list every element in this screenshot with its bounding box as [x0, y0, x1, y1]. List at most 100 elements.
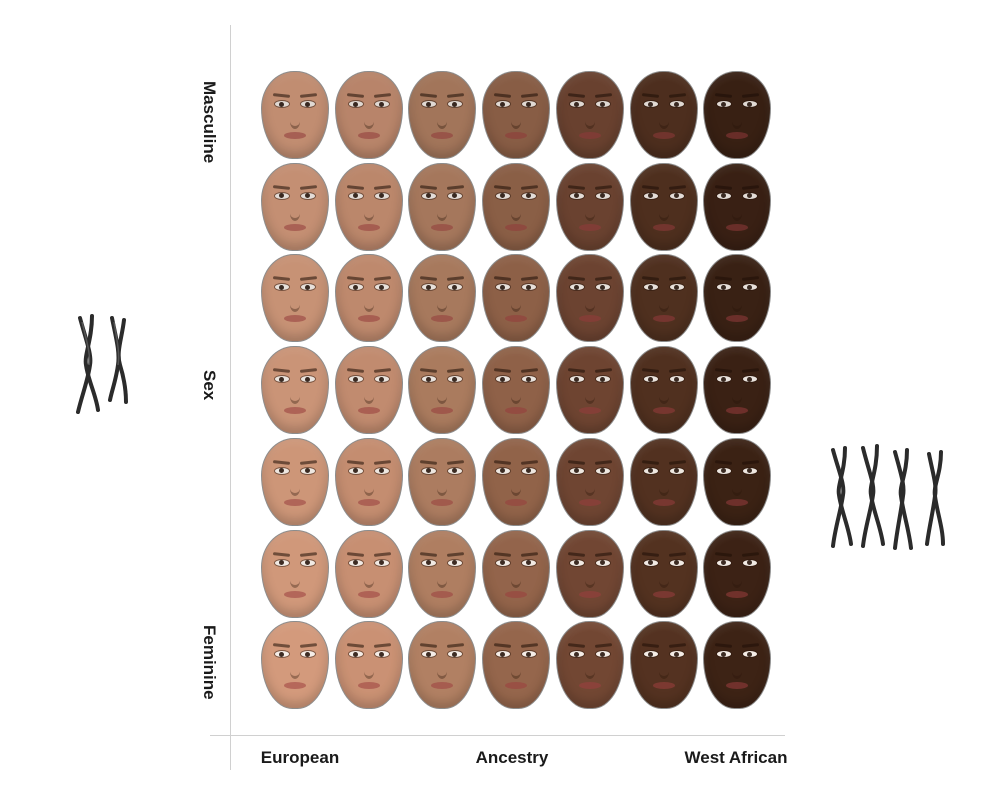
nose	[363, 389, 374, 405]
left-eye	[643, 376, 658, 383]
nose	[732, 664, 743, 680]
left-eye	[275, 284, 289, 291]
nose	[658, 114, 669, 129]
nose	[658, 389, 669, 405]
right-eye	[374, 101, 389, 107]
right-brow	[668, 93, 686, 98]
left-eye	[348, 284, 363, 291]
left-eye	[643, 559, 658, 566]
face-portrait	[262, 438, 328, 525]
face-skin	[704, 530, 771, 617]
right-brow	[668, 184, 686, 190]
left-brow	[715, 551, 733, 557]
mouth	[284, 407, 306, 415]
left-eye	[643, 651, 658, 658]
face-skin	[409, 530, 476, 617]
right-brow	[447, 643, 465, 649]
right-brow	[373, 459, 391, 465]
nose	[584, 206, 595, 221]
face-portrait	[630, 255, 697, 342]
right-eye	[301, 651, 315, 658]
nose	[732, 481, 743, 496]
mouth	[431, 590, 454, 598]
face-skin	[630, 438, 697, 525]
left-eye	[422, 376, 437, 383]
face-portrait	[409, 530, 476, 617]
mouth	[284, 223, 306, 231]
nose	[732, 389, 743, 405]
left-brow	[420, 93, 438, 98]
nose	[363, 664, 374, 680]
face-portrait	[335, 72, 402, 158]
left-eye	[275, 651, 289, 658]
right-eye	[522, 467, 537, 474]
mouth	[726, 223, 749, 231]
nose	[658, 206, 669, 221]
xx-chromosomes-icon	[831, 444, 945, 550]
face-skin	[704, 72, 771, 158]
left-eye	[422, 284, 437, 291]
right-eye	[669, 651, 684, 658]
right-eye	[743, 192, 758, 199]
mouth	[726, 590, 749, 598]
face-skin	[409, 163, 476, 250]
face-skin	[704, 622, 771, 709]
face-skin	[335, 255, 402, 342]
right-eye	[669, 376, 684, 383]
nose	[437, 664, 448, 680]
mouth	[578, 682, 601, 690]
face-skin	[335, 163, 402, 250]
left-eye	[348, 192, 363, 199]
mouth	[431, 132, 454, 139]
left-brow	[493, 643, 512, 649]
european-label: European	[260, 748, 340, 767]
left-brow	[493, 459, 512, 465]
right-eye	[448, 467, 463, 474]
mouth	[357, 223, 380, 231]
right-eye	[448, 651, 463, 658]
left-eye	[275, 192, 289, 199]
left-eye	[717, 651, 732, 658]
left-eye	[275, 376, 289, 383]
face-skin	[483, 255, 550, 342]
right-brow	[742, 551, 760, 557]
mouth	[652, 498, 675, 506]
face-portrait	[556, 255, 623, 342]
right-eye	[522, 376, 537, 383]
face-portrait	[556, 347, 623, 434]
right-eye	[448, 559, 463, 566]
nose	[511, 389, 522, 405]
right-eye	[522, 651, 537, 658]
left-eye	[496, 559, 511, 566]
right-brow	[447, 459, 465, 465]
left-brow	[567, 93, 585, 98]
nose	[584, 481, 595, 496]
left-eye	[496, 376, 511, 383]
nose	[290, 664, 300, 680]
face-skin	[262, 163, 328, 250]
right-eye	[669, 192, 684, 199]
face-portrait	[483, 255, 550, 342]
mouth	[652, 315, 675, 323]
left-eye	[717, 284, 732, 291]
nose	[437, 206, 448, 221]
left-brow	[715, 184, 733, 190]
face-skin	[556, 622, 623, 709]
face-skin	[409, 438, 476, 525]
right-brow	[373, 276, 391, 282]
face-portrait	[409, 438, 476, 525]
mouth	[431, 315, 454, 323]
right-eye	[301, 101, 315, 107]
nose	[363, 206, 374, 221]
mouth	[578, 498, 601, 506]
left-brow	[567, 643, 585, 649]
face-portrait	[335, 347, 402, 434]
left-brow	[715, 368, 733, 373]
left-eye	[643, 192, 658, 199]
left-brow	[567, 184, 585, 190]
right-brow	[520, 93, 539, 98]
nose	[511, 481, 522, 496]
face-portrait	[483, 622, 550, 709]
nose	[732, 573, 743, 588]
left-eye	[717, 376, 732, 383]
